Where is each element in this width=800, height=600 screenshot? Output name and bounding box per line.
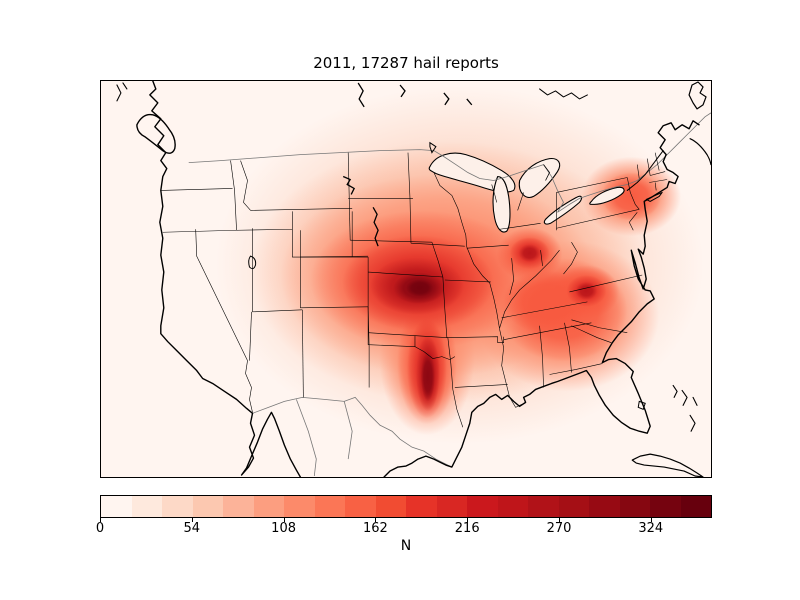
canada-lake-4 [466, 98, 473, 106]
coastlines [116, 81, 711, 477]
colorbar-tick-mark [100, 518, 101, 522]
colorbar-tick-mark [375, 518, 377, 522]
lake-ontario [589, 186, 625, 205]
vancouver-island [136, 113, 176, 154]
map-plot-area [100, 80, 712, 478]
mexico-state-line [295, 399, 317, 477]
us-hail-density-map [101, 81, 711, 477]
plot-title: 2011, 17287 hail reports [313, 54, 499, 72]
colorbar [100, 495, 712, 518]
colorbar-tick-label: 0 [95, 521, 105, 536]
colorbar-segment [101, 496, 132, 517]
colorbar-tick-label: 108 [271, 521, 297, 536]
hail-density-heat-layer [215, 85, 705, 445]
colorbar-segment [589, 496, 620, 517]
colorbar-segment [528, 496, 559, 517]
colorbar-segment [223, 496, 254, 517]
st-lawrence-shore [539, 88, 588, 100]
great-salt-lake [248, 255, 257, 270]
colorbar-tick-label: 324 [638, 521, 664, 536]
canada-lake-3 [443, 92, 450, 106]
colorbar-segment [497, 496, 528, 517]
lake-okeechobee [637, 400, 646, 410]
colorbar-segment [680, 496, 711, 517]
colorbar-tick-label: 162 [362, 521, 388, 536]
colorbar-tick-label: 54 [183, 521, 201, 536]
colorbar-tick-mark [559, 518, 560, 522]
lake-michigan [492, 175, 511, 233]
us-mexico-border [252, 396, 453, 468]
colorbar-tick-mark [191, 518, 193, 522]
canada-lake-1 [357, 82, 365, 108]
lake-superior [428, 152, 516, 193]
colorbar-tick-mark [467, 518, 469, 522]
colorbar-segment [192, 496, 223, 517]
colorbar-segment [131, 496, 162, 517]
colorbar-segment [467, 496, 498, 517]
colorbar-tick-mark [650, 518, 652, 522]
colorbar-segment [284, 496, 315, 517]
pacific-coast [149, 81, 302, 477]
colorbar-segment [558, 496, 589, 517]
lake-sakakawea [342, 175, 356, 195]
colorbar-segment [345, 496, 376, 517]
colorbar-segment [314, 496, 345, 517]
colorbar-axis-label: N [400, 538, 412, 554]
bahamas [672, 384, 698, 432]
georgian-bay-line [543, 164, 550, 181]
lake-erie [543, 195, 583, 225]
colorbar-segment [650, 496, 681, 517]
great-lakes [428, 152, 625, 233]
lake-huron [518, 158, 561, 198]
mexico-state-line-2 [343, 401, 353, 460]
cuba [631, 453, 704, 477]
country-borders [188, 112, 711, 477]
canada-lake-2 [399, 84, 406, 98]
gulf-atlantic-coast [383, 120, 700, 477]
cape-breton-nova-scotia [689, 138, 711, 166]
state-borders [160, 152, 668, 428]
colorbar-segment [375, 496, 406, 517]
rivers-small-lakes [248, 82, 646, 410]
colorbar-segment [436, 496, 467, 517]
lake-oahe [372, 207, 379, 247]
st-lawrence-river [626, 150, 664, 191]
colorbar-segment [162, 496, 193, 517]
long-island [645, 191, 663, 202]
us-canada-border [188, 112, 711, 213]
colorbar-tick-mark [283, 518, 285, 522]
colorbar-tick-label: 270 [546, 521, 572, 536]
newfoundland-island [688, 81, 707, 110]
lake-of-the-woods [429, 141, 437, 154]
haida-gwaii [116, 82, 128, 102]
colorbar-tick-label: 216 [454, 521, 480, 536]
colorbar-segment [253, 496, 284, 517]
colorbar-segment [619, 496, 650, 517]
colorbar-segment [406, 496, 437, 517]
